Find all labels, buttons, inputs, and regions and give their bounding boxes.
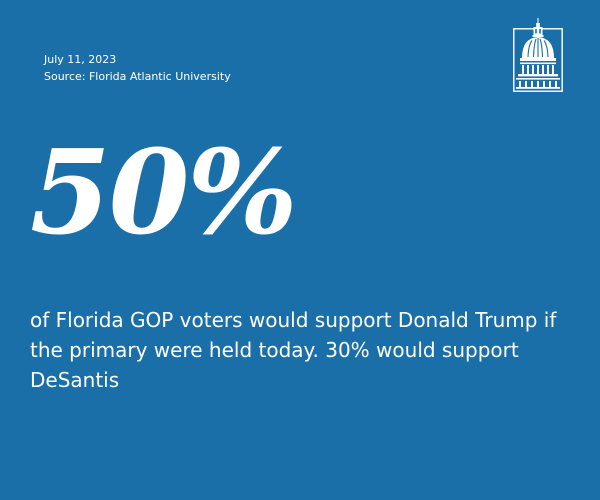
meta-block: July 11, 2023 Source: Florida Atlantic U… <box>44 51 231 85</box>
headline-percentage: 50% <box>30 125 298 261</box>
capitol-dome-icon <box>513 18 563 92</box>
source-label: Source: Florida Atlantic University <box>44 70 231 83</box>
statement-text: of Florida GOP voters would support Dona… <box>30 308 557 392</box>
date-label: July 11, 2023 <box>44 53 117 66</box>
